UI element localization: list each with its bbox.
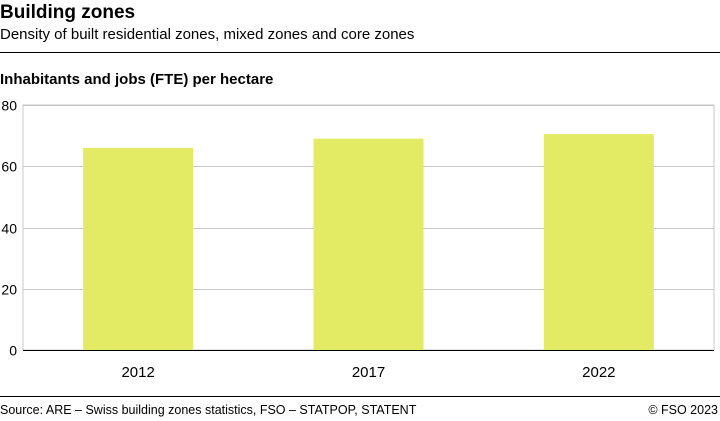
bar-layer bbox=[83, 134, 654, 350]
x-tick-label: 2022 bbox=[582, 364, 615, 381]
bar-2022 bbox=[543, 134, 654, 350]
y-axis-label: Inhabitants and jobs (FTE) per hectare bbox=[0, 71, 274, 88]
y-tick-label: 80 bbox=[1, 98, 17, 114]
bar-2012 bbox=[83, 147, 194, 350]
axis-layer: 0 20 40 60 80 2012 2017 2022 bbox=[1, 98, 714, 381]
y-tick-label: 60 bbox=[1, 159, 17, 175]
y-tick-label: 40 bbox=[1, 221, 17, 237]
y-tick-label: 0 bbox=[9, 343, 17, 359]
top-divider bbox=[0, 52, 720, 53]
copyright-note: © FSO 2023 bbox=[648, 403, 718, 417]
chart-title: Building zones bbox=[0, 2, 136, 23]
source-note: Source: ARE – Swiss building zones stati… bbox=[0, 403, 417, 417]
y-tick-label: 20 bbox=[1, 282, 17, 298]
x-tick-label: 2017 bbox=[352, 364, 385, 381]
bar-2017 bbox=[313, 138, 424, 350]
bar-chart: 0 20 40 60 80 2012 2017 2022 bbox=[1, 98, 715, 381]
bottom-divider bbox=[0, 396, 720, 397]
chart-subtitle: Density of built residential zones, mixe… bbox=[0, 26, 415, 43]
x-tick-label: 2012 bbox=[121, 364, 154, 381]
